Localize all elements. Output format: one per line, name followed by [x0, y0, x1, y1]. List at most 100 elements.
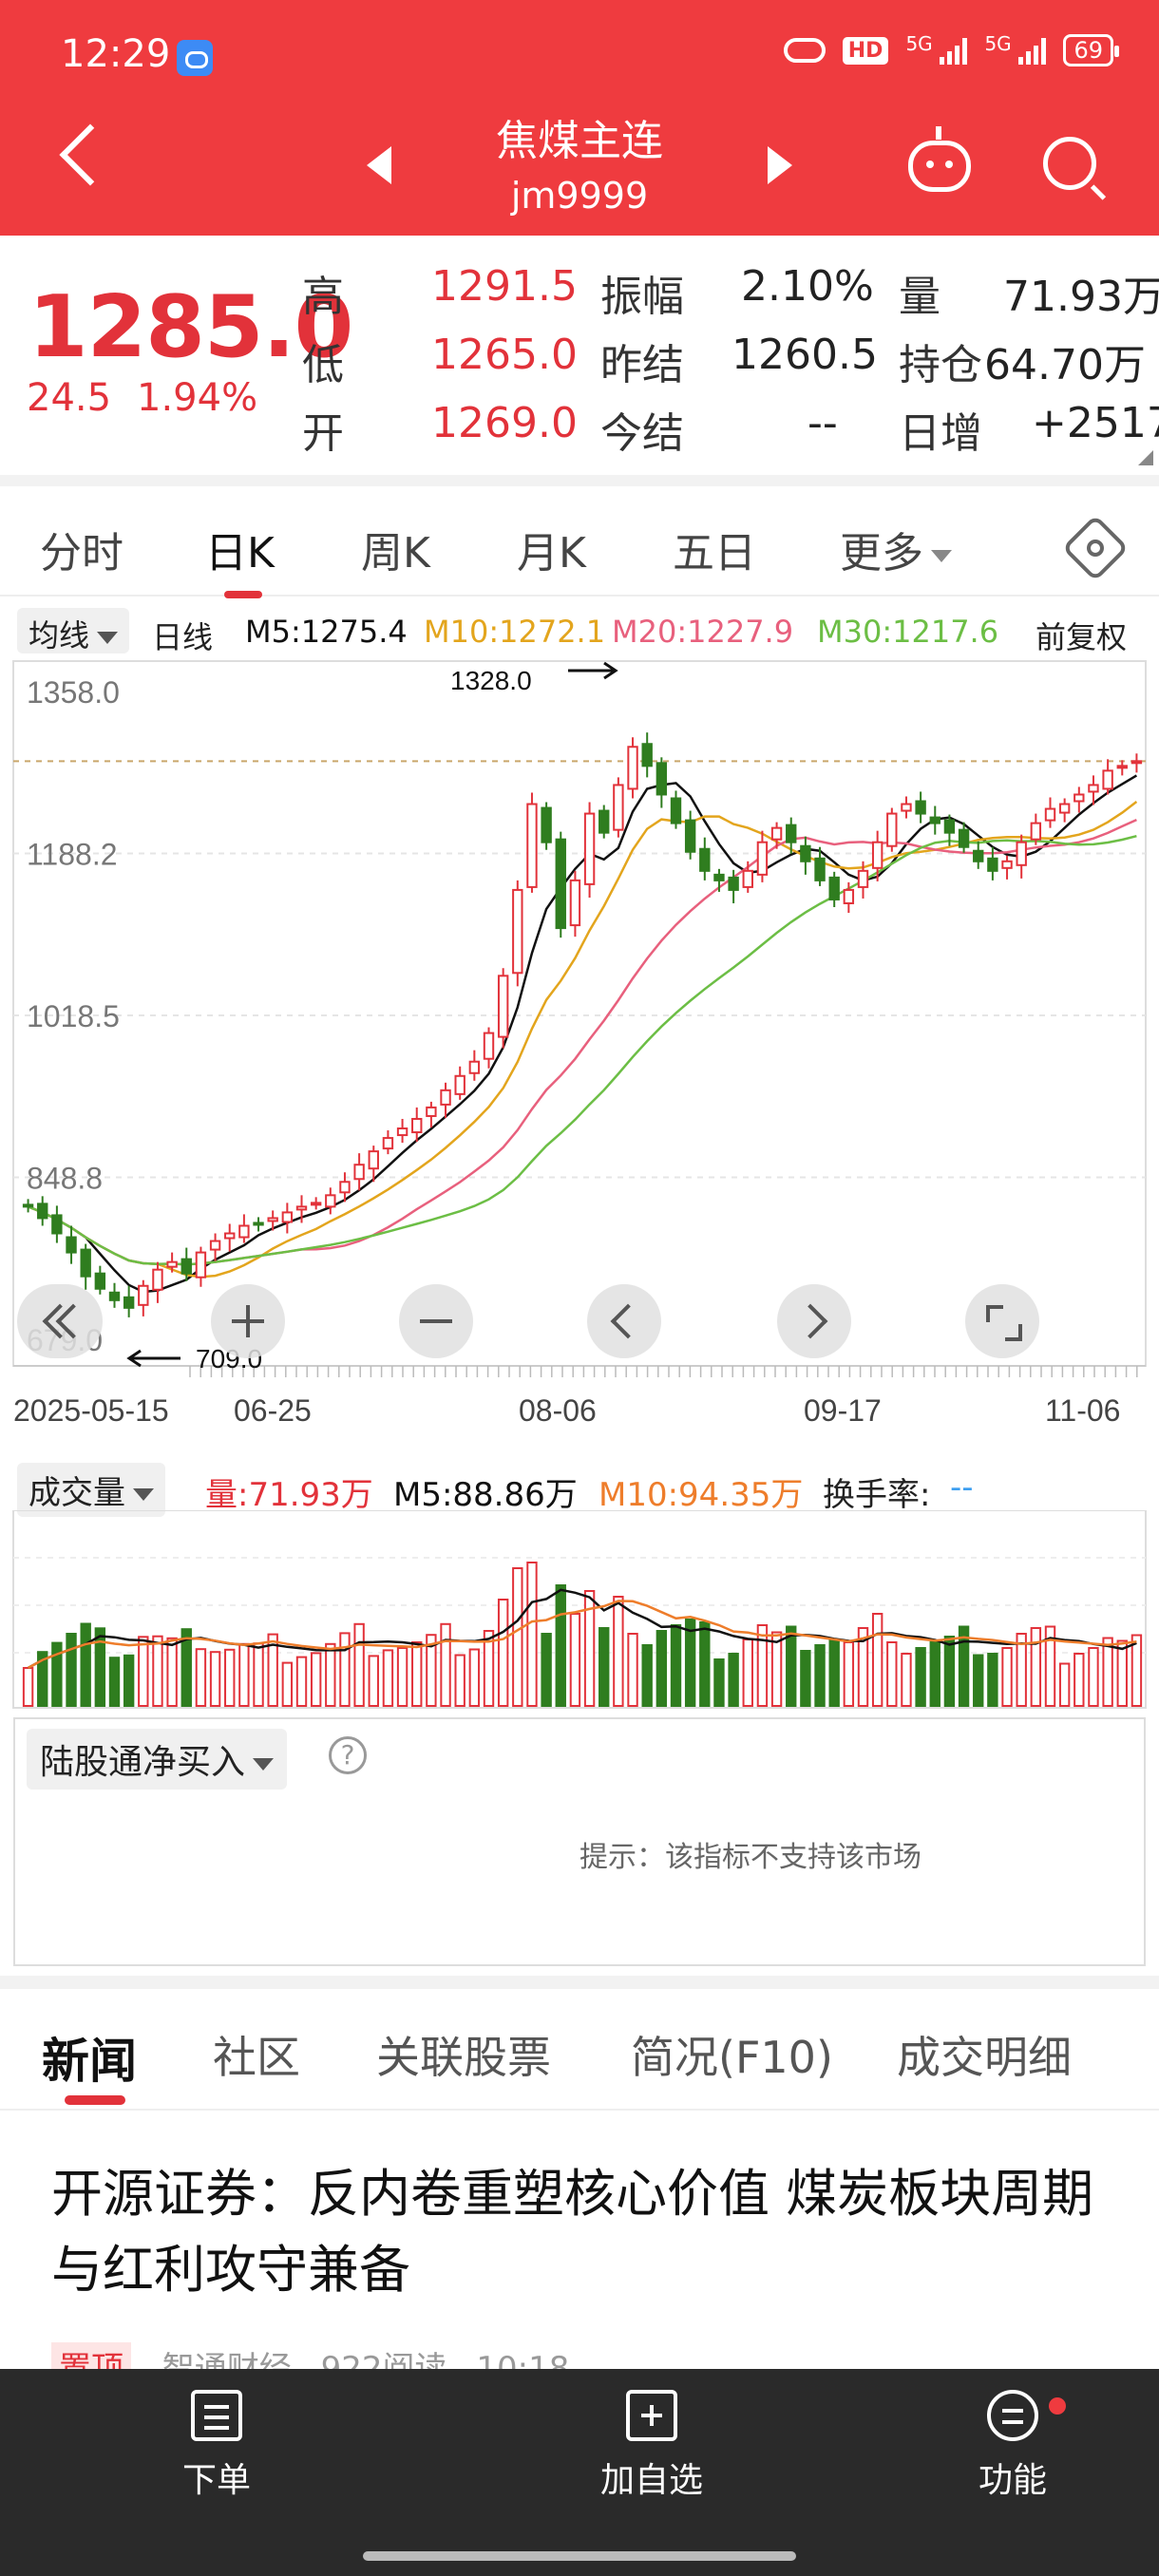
volume-bar — [901, 1653, 912, 1707]
volume-bar — [915, 1647, 926, 1707]
status-icons: HD 5G 5G 69 — [783, 32, 1119, 66]
candle-body — [209, 1240, 221, 1251]
candle-body — [51, 1214, 63, 1235]
functions-button[interactable]: 功能 — [927, 2390, 1098, 2502]
candle-body — [22, 1203, 34, 1208]
volume-bar — [800, 1650, 811, 1707]
add-watchlist-button[interactable]: 加自选 — [566, 2390, 737, 2502]
search-icon[interactable] — [1043, 137, 1096, 190]
high-annotation-label: 1328.0 — [450, 666, 532, 695]
open-interest-value: 64.70万 — [984, 341, 1146, 389]
volume-selector-label: 成交量 — [28, 1474, 125, 1512]
candle-body — [108, 1291, 121, 1301]
volume-bar — [512, 1567, 523, 1707]
ma-selector[interactable]: 均线 — [17, 608, 130, 653]
expand-corner-icon[interactable] — [1138, 450, 1153, 465]
volume-bar — [929, 1641, 940, 1707]
volume-bar — [742, 1638, 753, 1707]
prev-contract-icon[interactable] — [367, 146, 391, 184]
tab-monthly-k[interactable]: 月K — [517, 529, 586, 578]
volume-bar — [22, 1667, 34, 1707]
candle-body — [123, 1296, 135, 1309]
zoom-in-button[interactable] — [211, 1284, 285, 1358]
tab-daily-k[interactable]: 日K — [205, 529, 275, 578]
volume-m5: M5:88.86万 — [393, 1476, 578, 1514]
open-value: 1269.0 — [431, 399, 578, 447]
tab-trade-detail[interactable]: 成交明细 — [897, 2032, 1072, 2083]
tab-community[interactable]: 社区 — [213, 2032, 300, 2083]
volume-bar — [138, 1636, 149, 1707]
volume-bar — [209, 1651, 221, 1707]
candle-body — [770, 826, 783, 841]
candle-body — [987, 857, 998, 872]
volume-m10: M10:94.35万 — [598, 1476, 804, 1514]
northbound-selector-label: 陆股通净买入 — [40, 1743, 246, 1782]
candle-body — [180, 1258, 192, 1275]
signal-icon: 5G — [905, 32, 968, 65]
ma30-value: M30:1217.6 — [817, 614, 999, 650]
volume-bar — [828, 1638, 840, 1707]
volume-bar — [1030, 1627, 1042, 1707]
tab-more[interactable]: 更多 — [840, 519, 952, 579]
volume-bar — [180, 1628, 192, 1707]
volume-bar — [943, 1636, 956, 1707]
candle-body — [915, 800, 926, 815]
fullscreen-button[interactable] — [965, 1284, 1039, 1358]
volume-bar — [66, 1633, 77, 1707]
tab-weekly-k[interactable]: 周K — [361, 529, 430, 578]
candle-body — [253, 1222, 264, 1226]
candle-body — [325, 1194, 336, 1208]
candle-body — [684, 819, 696, 853]
tab-five-day[interactable]: 五日 — [673, 529, 756, 578]
bottom-bar: 下单 加自选 功能 — [0, 2369, 1159, 2576]
candle-body — [901, 803, 912, 812]
news-headline[interactable]: 开源证券：反内卷重塑核心价值 煤炭板块周期与红利攻守兼备 — [51, 2164, 1094, 2300]
robot-assistant-icon[interactable] — [908, 126, 971, 192]
candle-body — [1116, 765, 1128, 769]
amplitude-label: 振幅 — [600, 273, 684, 321]
tab-news[interactable]: 新闻 — [42, 2034, 137, 2089]
candle-body — [368, 1150, 379, 1170]
tab-f10[interactable]: 简况(F10) — [631, 2032, 833, 2083]
candle-body — [353, 1164, 365, 1181]
volume-bar — [583, 1590, 596, 1707]
home-indicator[interactable] — [363, 2551, 796, 2561]
tab-intraday[interactable]: 分时 — [40, 529, 124, 578]
chevron-down-icon — [97, 631, 119, 644]
volume-selector[interactable]: 成交量 — [17, 1463, 165, 1517]
volume-bar — [166, 1637, 178, 1707]
link-icon — [783, 38, 826, 63]
tab-related-stocks[interactable]: 关联股票 — [376, 2032, 551, 2083]
volume-bar — [80, 1622, 91, 1707]
next-contract-icon[interactable] — [768, 146, 792, 184]
candle-body — [396, 1127, 408, 1137]
volume-chart[interactable] — [0, 1510, 1159, 1712]
tab-more-label: 更多 — [840, 529, 923, 578]
volume-bar — [526, 1562, 538, 1707]
scroll-right-button[interactable] — [777, 1284, 851, 1358]
volume-bar — [152, 1635, 163, 1707]
ma5-value: M5:1275.4 — [245, 614, 408, 650]
order-button[interactable]: 下单 — [131, 2390, 302, 2502]
candle-body — [94, 1272, 106, 1290]
volume-bar — [51, 1641, 63, 1708]
fast-rewind-button[interactable] — [17, 1284, 103, 1358]
zoom-out-button[interactable] — [399, 1284, 473, 1358]
prev-settle-label: 昨结 — [600, 341, 684, 389]
low-value: 1265.0 — [431, 331, 578, 379]
volume-bar — [253, 1642, 264, 1707]
prev-settle-value: 1260.5 — [732, 331, 878, 379]
candle-body — [713, 873, 725, 881]
candle-body — [613, 784, 624, 831]
daily-increase-label: 日增 — [899, 409, 982, 458]
northbound-selector[interactable]: 陆股通净买入 — [27, 1729, 288, 1790]
adjust-mode[interactable]: 前复权 — [1036, 619, 1128, 655]
candle-body — [569, 879, 581, 927]
x-tick-label: 11-06 — [1045, 1393, 1120, 1428]
candle-body — [699, 847, 711, 872]
scroll-left-button[interactable] — [587, 1284, 661, 1358]
add-icon — [626, 2390, 677, 2441]
app-notification-icon — [177, 40, 213, 76]
help-icon[interactable]: ? — [329, 1736, 367, 1774]
